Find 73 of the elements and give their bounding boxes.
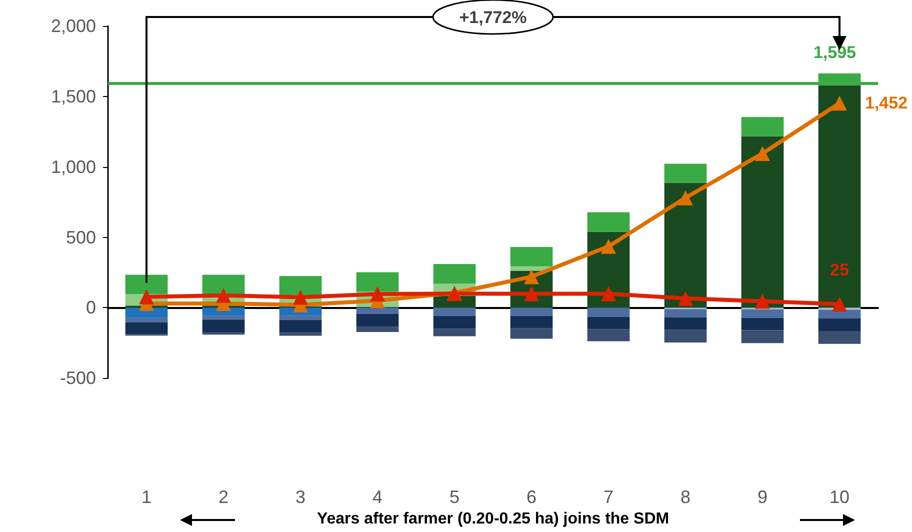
x-tick-label: 9 [757, 487, 768, 508]
x-tick-label: 5 [449, 487, 460, 508]
bar [664, 330, 707, 342]
x-axis-title: Years after farmer (0.20-0.25 ha) joins the SDM [316, 510, 670, 528]
point [601, 286, 616, 302]
bar [279, 316, 322, 320]
bar [510, 308, 553, 316]
x-tick-label: 8 [680, 487, 691, 508]
bar [741, 330, 784, 344]
y-tick-label: 500 [66, 227, 96, 248]
ref-line-label: 1,595 [813, 43, 856, 62]
bar [741, 309, 784, 318]
bar [433, 264, 476, 284]
y-tick-label: 0 [86, 298, 96, 318]
bar [587, 212, 630, 232]
y-tick-label: 2,000 [50, 16, 96, 36]
bar [356, 326, 399, 332]
bar [510, 246, 553, 266]
point [524, 269, 539, 284]
bar [433, 328, 476, 336]
bar [664, 164, 707, 183]
x-tick-label: 7 [603, 487, 614, 508]
point [601, 238, 616, 254]
bar [279, 276, 322, 296]
x-tick-label: 6 [526, 487, 537, 508]
bar [664, 182, 707, 308]
point [755, 146, 770, 161]
y-tick-label: 1,500 [50, 86, 96, 106]
x-tick-label: 1 [141, 487, 152, 508]
bar [356, 272, 399, 292]
annotation: +1,772% [459, 8, 527, 27]
bar [664, 309, 707, 318]
x-tick-label: 4 [372, 487, 383, 508]
bar [433, 316, 476, 329]
bar [202, 316, 245, 320]
data-label: 25 [830, 260, 849, 280]
bar [356, 308, 399, 314]
bar [125, 274, 168, 294]
y-tick-label: 1,000 [50, 156, 96, 177]
x-tick-label: 10 [829, 487, 850, 508]
bar [587, 329, 630, 342]
point [832, 96, 847, 111]
bar [818, 318, 861, 332]
bar [202, 274, 245, 294]
bar [433, 308, 476, 316]
bar [510, 316, 553, 328]
bar [741, 116, 784, 136]
point [216, 288, 231, 303]
bar [741, 318, 784, 330]
point [755, 294, 770, 309]
bar [279, 320, 322, 333]
point [678, 190, 693, 206]
bar [279, 332, 322, 336]
bar [818, 331, 861, 344]
y-tick-label: -500 [60, 368, 96, 388]
bar [587, 308, 630, 317]
x-tick-label: 2 [218, 487, 229, 508]
point [832, 296, 847, 312]
bar [356, 314, 399, 327]
bar [510, 328, 553, 339]
bar [664, 318, 707, 330]
point [293, 290, 308, 305]
point [678, 290, 693, 306]
point [139, 289, 154, 304]
bar [125, 322, 168, 334]
point [370, 286, 385, 302]
data-label: 1,452 [865, 94, 908, 113]
bar [202, 320, 245, 333]
bar [741, 136, 784, 308]
bar [125, 318, 168, 322]
bar [818, 85, 861, 308]
x-tick-label: 3 [295, 487, 306, 508]
bar [587, 316, 630, 330]
